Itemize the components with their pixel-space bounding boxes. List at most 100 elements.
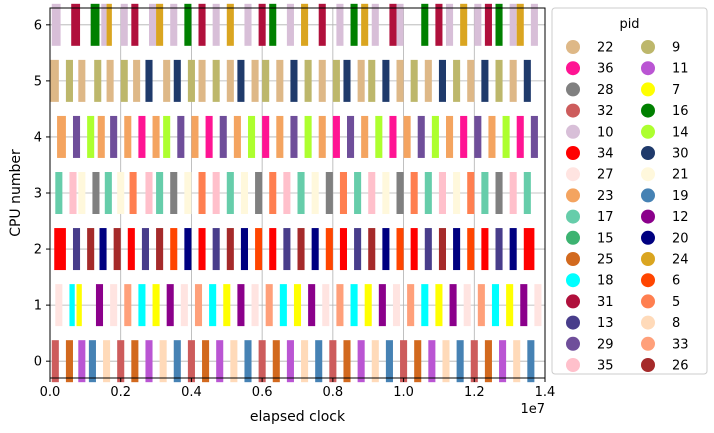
- cpu-0-pid-19-bar: [385, 340, 393, 383]
- cpu-3-pid-17-bar: [226, 172, 234, 214]
- cpu-5-pid-9-bar: [410, 59, 418, 102]
- cpu-5-pid-9-bar: [453, 59, 461, 102]
- cpu-0-pid-25-bar: [484, 340, 492, 383]
- legend-marker-pid-11: [641, 61, 655, 76]
- cpu-0-pid-11-bar: [78, 340, 86, 383]
- cpu-1-pid-7-bar: [364, 284, 372, 327]
- cpu-2-pid-13-bar: [283, 228, 291, 271]
- cpu-3-pid-35-bar: [283, 172, 291, 214]
- cpu-1-pid-18-bar: [69, 284, 75, 327]
- cpu-6-pid-31-bar: [389, 3, 397, 46]
- cpu-2-pid-26-bar: [87, 228, 95, 271]
- cpu-0-pid-11-bar: [428, 340, 436, 383]
- cpu-0-pid-19-bar: [456, 340, 464, 383]
- legend-marker-pid-6: [641, 273, 655, 288]
- cpu-6-pid-24-bar: [106, 3, 112, 46]
- cpu-3-pid-35-bar: [438, 172, 446, 214]
- cpu-4-pid-23-bar: [446, 115, 454, 158]
- cpu-5-pid-9-bar: [187, 59, 195, 102]
- cpu-3-pid-21-bar: [78, 172, 86, 214]
- cpu-4-pid-36-bar: [262, 115, 270, 158]
- cpu-1-pid-7-bar: [293, 284, 302, 327]
- cpu-3-pid-21-bar: [311, 172, 319, 214]
- cpu-2-pid-34-bar: [198, 228, 206, 271]
- legend-marker-pid-17: [566, 209, 580, 224]
- cpu-1-pid-12-bar: [95, 284, 104, 327]
- cpu-3-pid-17-bar: [55, 172, 63, 214]
- cpu-4-pid-36-bar: [389, 115, 397, 158]
- cpu-4-pid-23-bar: [152, 115, 160, 158]
- cpu-0-pid-19-bar: [527, 340, 535, 383]
- cpu-1-pid-12-bar: [308, 284, 316, 327]
- cpu-5-pid-9-bar: [332, 59, 340, 102]
- cpu-5-pid-22-bar: [357, 59, 365, 102]
- cpu-6-pid-24-bar: [301, 3, 309, 46]
- cpu-6-pid-16-bar: [495, 3, 503, 46]
- legend-marker-pid-34: [566, 146, 580, 160]
- cpu-0-pid-32-bar: [187, 340, 195, 383]
- cpu-4-pid-36-bar: [332, 115, 340, 158]
- legend-label-pid-36: 36: [597, 62, 614, 77]
- cpu-6-pid-10-bar: [336, 3, 344, 46]
- cpu-4-pid-29-bar: [110, 115, 118, 158]
- legend-marker-pid-19: [641, 188, 655, 203]
- cpu-3-pid-5-bar: [410, 172, 418, 214]
- cpu-1-pid-18-bar: [421, 284, 429, 327]
- legend-marker-pid-16: [641, 103, 655, 118]
- legend-marker-pid-23: [566, 188, 580, 203]
- cpu-4-pid-14-bar: [87, 115, 95, 158]
- cpu-5-pid-9-bar: [368, 59, 376, 102]
- cpu-5-pid-22-bar: [424, 59, 432, 102]
- cpu-0-pid-8-bar: [230, 340, 238, 383]
- legend-marker-pid-8: [641, 315, 655, 330]
- cpu-1-pid-33-bar: [407, 284, 415, 327]
- cpu-4-pid-14-bar: [502, 115, 510, 158]
- cpu-4-pid-14-bar: [248, 115, 256, 158]
- cpu-1-pid-27-bar: [322, 284, 330, 327]
- cpu-5-pid-22-bar: [163, 59, 171, 102]
- cpu-6-pid-10-bar: [446, 3, 454, 46]
- cpu-3-pid-21-bar: [453, 172, 461, 214]
- cpu-0-pid-19-bar: [315, 340, 323, 383]
- legend-marker-pid-26: [641, 358, 655, 372]
- cpu-6-pid-31-bar: [71, 3, 81, 46]
- legend-label-pid-31: 31: [597, 295, 614, 310]
- cpu-2-pid-6-bar: [170, 228, 178, 271]
- cpu-0-pid-32-bar: [258, 340, 266, 383]
- cpu-4-pid-14-bar: [163, 115, 171, 158]
- cpu-6-pid-24-bar: [156, 3, 164, 46]
- cpu-2-pid-34-bar: [410, 228, 418, 271]
- cpu-2-pid-6-bar: [325, 228, 333, 271]
- cpu-0-pid-11-bar: [499, 340, 507, 383]
- cpu-4-pid-29-bar: [347, 115, 355, 158]
- legend-label-pid-15: 15: [597, 231, 614, 246]
- cpu-3-pid-5-bar: [198, 172, 206, 214]
- cpu-6-pid-10-bar: [51, 3, 61, 46]
- cpu-2-pid-26-bar: [156, 228, 164, 271]
- cpu-0-pid-8-bar: [159, 340, 167, 383]
- cpu-0-pid-19-bar: [88, 340, 96, 383]
- legend: pid 22 36 28 32 10 34 27 23 17 15 25 18 31 13 29 35 9 11 7…: [551, 7, 708, 375]
- cpu-3-pid-17-bar: [354, 172, 362, 214]
- cpu-5-pid-22-bar: [396, 59, 404, 102]
- cpu-1-pid-12-bar: [449, 284, 457, 327]
- legend-label-pid-23: 23: [597, 189, 614, 204]
- cpu-5-pid-22-bar: [226, 59, 234, 102]
- x-axis: 0.0 0.2 0.4 0.6 0.8 1.0 1.2 1.4: [40, 378, 555, 400]
- legend-label-pid-28: 28: [597, 83, 614, 98]
- cpu-3-pid-5-bar: [269, 172, 277, 214]
- legend-label-pid-9: 9: [672, 41, 680, 56]
- cpu-1-pid-12-bar: [166, 284, 174, 327]
- cpu-2-pid-6-bar: [396, 228, 404, 271]
- cpu-4-pid-29-bar: [474, 115, 482, 158]
- cpu-4-pid-23-bar: [318, 115, 326, 158]
- legend-marker-pid-20: [641, 230, 655, 245]
- cpu-5-pid-22-bar: [198, 59, 206, 102]
- cpu-5-pid-22-bar: [78, 59, 86, 102]
- cpu-2-pid-26-bar: [113, 228, 121, 271]
- cpu-4-pid-23-bar: [124, 115, 132, 158]
- x-tick-label: 1.0: [393, 385, 414, 400]
- legend-label-pid-33: 33: [672, 337, 689, 352]
- cpu-2-pid-13-bar: [212, 228, 220, 271]
